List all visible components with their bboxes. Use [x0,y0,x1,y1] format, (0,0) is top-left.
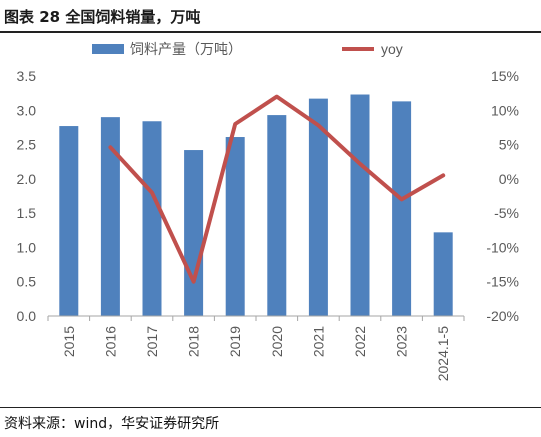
bar [267,115,287,316]
bar [308,98,328,316]
legend: 饲料产量（万吨） yoy [92,41,403,57]
right-tick-label: -10% [486,239,519,255]
left-tick-label: 1.0 [17,239,37,255]
bar [142,121,162,316]
footer-divider [0,407,541,408]
left-tick-label: 2.0 [17,171,37,187]
bar [184,150,204,316]
bar [350,94,370,316]
right-tick-label: 10% [491,102,519,118]
bar [100,117,120,317]
legend-bar-swatch [92,44,124,54]
left-tick-label: 0.5 [17,274,37,290]
right-tick-label: -20% [486,308,519,324]
right-tick-label: 5% [499,137,519,153]
left-tick-label: 3.5 [17,68,37,84]
bar [392,101,412,316]
x-tick-label: 2024.1-5 [435,326,451,381]
x-axis: 2015 2016 2017 2018 2019 2020 2021 2022 2023 2024… [47,315,465,381]
title-divider [0,31,541,33]
left-tick-label: 2.5 [17,137,37,153]
legend-bar-label: 饲料产量（万吨） [130,41,242,57]
yoy-line [108,94,446,284]
x-tick-label: 2016 [102,326,118,357]
bar-series [59,94,453,317]
x-tick-label: 2018 [186,326,202,357]
figure-title: 图表 28 全国饲料销量，万吨 [4,8,201,26]
left-tick-label: 0.0 [17,308,37,324]
right-tick-label: 15% [491,68,519,84]
x-tick-label: 2015 [61,326,77,357]
legend-line-label: yoy [381,41,403,57]
x-tick-label: 2019 [227,326,243,357]
yoy-series [108,94,446,284]
bar [433,232,453,316]
left-axis: 0.0 0.5 1.0 1.5 2.0 2.5 3.0 3.5 [17,68,37,324]
x-tick-label: 2023 [394,326,410,357]
x-tick-label: 2020 [269,326,285,357]
right-tick-label: -5% [494,205,519,221]
bar [225,137,245,316]
x-tick-label: 2022 [352,326,368,357]
x-tick-label: 2021 [310,326,326,357]
right-tick-label: -15% [486,274,519,290]
source-note: 资料来源：wind，华安证券研究所 [4,416,220,432]
left-tick-label: 3.0 [17,102,37,118]
bar [59,126,79,316]
left-tick-label: 1.5 [17,205,37,221]
right-tick-label: 0% [499,171,519,187]
combo-chart: 饲料产量（万吨） yoy 0.0 0.5 1.0 1.5 2.0 2.5 3.0 3.5 -20… [17,41,519,381]
right-axis: -20% -15% -10% -5% 0% 5% 10% 15% [486,68,519,324]
x-tick-label: 2017 [144,326,160,357]
